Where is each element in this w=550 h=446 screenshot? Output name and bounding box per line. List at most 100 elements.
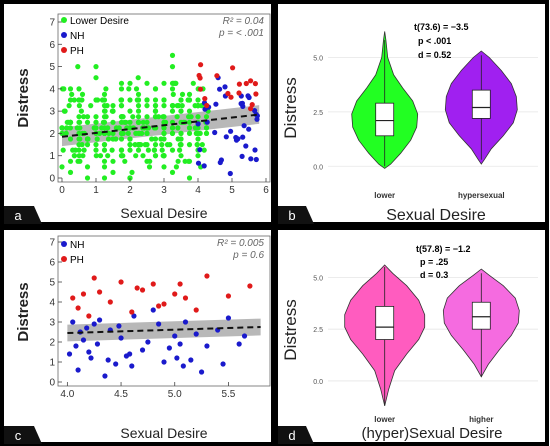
point-lower-desire	[178, 130, 184, 136]
point-lower-desire	[103, 86, 109, 92]
point-ph	[182, 295, 189, 301]
point-lower-desire	[101, 119, 108, 125]
y-tick-label: 6	[49, 258, 55, 269]
confidence-band	[62, 105, 260, 147]
point-lower-desire	[140, 153, 146, 159]
point-lower-desire	[76, 147, 82, 153]
point-lower-desire	[144, 80, 150, 86]
point-lower-desire	[101, 164, 108, 170]
point-nh	[174, 355, 180, 361]
point-nh	[240, 134, 246, 140]
point-lower-desire	[135, 147, 142, 153]
panel-b-stat-t: t(73.6) = −3.5	[414, 22, 469, 32]
point-lower-desire	[122, 158, 128, 164]
panel-c-stat-r2: R² = 0.005	[217, 238, 264, 249]
panel-c-legend: NH PH	[61, 240, 84, 266]
point-lower-desire	[195, 97, 201, 103]
y-tick-label: 1	[49, 151, 55, 162]
point-lower-desire	[175, 158, 181, 164]
point-lower-desire	[144, 119, 150, 125]
legend-label-ph: PH	[70, 255, 84, 266]
point-lower-desire	[101, 142, 108, 148]
point-nh	[248, 156, 254, 162]
point-nh	[113, 361, 119, 367]
point-lower-desire	[127, 147, 133, 153]
point-lower-desire	[118, 86, 125, 92]
point-nh	[212, 129, 218, 136]
point-ph	[247, 283, 253, 289]
point-ph	[214, 73, 220, 79]
panel-a-tag: a	[4, 206, 42, 224]
point-nh	[241, 333, 248, 339]
point-lower-desire	[94, 136, 100, 142]
point-lower-desire	[159, 147, 165, 153]
point-lower-desire	[135, 108, 142, 114]
point-nh	[220, 361, 226, 367]
point-nh	[198, 369, 205, 375]
point-lower-desire	[61, 86, 67, 92]
point-ph	[198, 62, 204, 68]
point-lower-desire	[178, 108, 184, 114]
point-nh	[80, 337, 87, 343]
point-lower-desire	[67, 119, 74, 125]
panel-d-stat-t: t(57.8) = −1.2	[416, 244, 471, 254]
point-lower-desire	[195, 136, 201, 142]
point-nh	[233, 134, 239, 141]
point-ph	[156, 303, 162, 309]
x-tick-label: higher	[469, 415, 493, 424]
point-lower-desire	[88, 103, 94, 109]
y-tick-label: 3	[49, 318, 55, 329]
point-lower-desire	[127, 108, 133, 114]
point-ph	[228, 94, 234, 100]
point-lower-desire	[110, 158, 116, 164]
svg-text:b: b	[288, 208, 295, 223]
point-lower-desire	[84, 164, 91, 170]
point-ph	[172, 291, 178, 297]
point-lower-desire	[186, 130, 193, 136]
point-ph	[177, 281, 183, 287]
point-lower-desire	[175, 125, 181, 131]
point-lower-desire	[97, 153, 104, 159]
point-lower-desire	[77, 136, 83, 142]
point-lower-desire	[186, 175, 193, 181]
point-lower-desire	[195, 103, 201, 109]
point-nh	[253, 156, 259, 163]
y-tick-label: 0	[49, 174, 55, 185]
point-lower-desire	[130, 114, 136, 120]
point-lower-desire	[169, 86, 176, 92]
y-tick-label: 5.0	[313, 56, 323, 63]
panel-b-ylabel: Distress	[281, 77, 300, 138]
point-lower-desire	[78, 108, 84, 114]
point-ph	[204, 273, 210, 279]
point-lower-desire	[93, 119, 99, 125]
point-ph	[139, 287, 146, 293]
point-nh	[245, 93, 251, 99]
point-nh	[239, 153, 245, 159]
point-lower-desire	[116, 125, 122, 131]
regression-line	[67, 326, 261, 334]
legend-label-nh: NH	[70, 31, 84, 42]
point-lower-desire	[118, 103, 125, 109]
x-tick-label: 5.0	[168, 389, 182, 400]
point-lower-desire	[178, 97, 184, 103]
point-nh	[84, 325, 90, 331]
point-nh	[86, 349, 92, 355]
panel-a-chart: 0 1 2 3 4 5 6 0 1 2 3 4 5 6 7 Lower Desire NH PH R² =…	[15, 13, 271, 221]
y-tick-label: 5	[49, 278, 55, 289]
x-tick-label: hypersexual	[458, 191, 505, 200]
point-lower-desire	[93, 142, 99, 148]
point-lower-desire	[67, 97, 74, 103]
point-lower-desire	[76, 97, 82, 103]
point-lower-desire	[174, 114, 180, 120]
point-lower-desire	[76, 114, 82, 120]
point-nh	[127, 351, 133, 357]
point-lower-desire	[167, 142, 173, 148]
point-lower-desire	[118, 114, 125, 120]
point-nh	[252, 147, 258, 153]
point-nh	[116, 323, 122, 329]
point-lower-desire	[135, 119, 142, 125]
point-lower-desire	[101, 97, 108, 103]
point-lower-desire	[152, 142, 159, 148]
point-lower-desire	[110, 169, 116, 175]
point-lower-desire	[135, 142, 142, 148]
